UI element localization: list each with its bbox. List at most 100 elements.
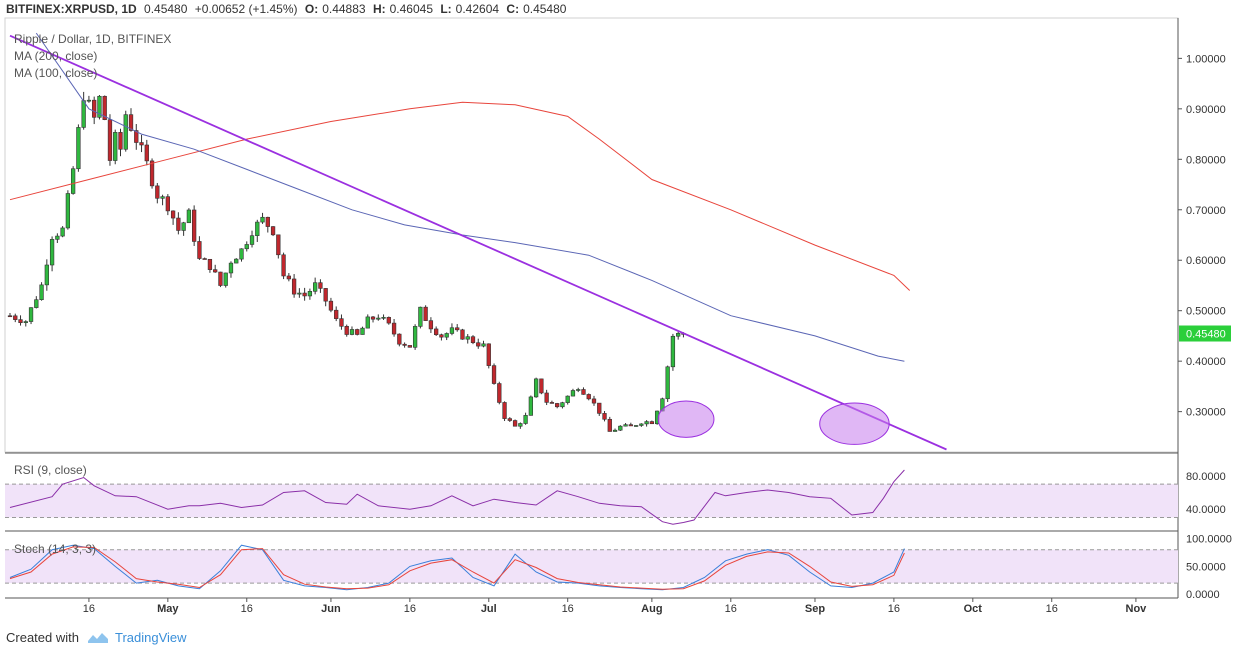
stoch-d-line [9,546,905,590]
candle [528,396,534,416]
candle [170,210,176,219]
last-price-badge [1179,325,1231,342]
candle [223,272,228,286]
open-value: 0.44883 [322,2,366,16]
candle [455,327,460,331]
candle [192,209,197,242]
candle [244,244,249,250]
descending-trendline [9,34,947,451]
highlight-ellipse [819,402,890,445]
candle [507,418,512,421]
x-tick-label: 16 [83,603,95,615]
candle [176,217,181,231]
candle [28,307,34,322]
last-price-label: 0.45480 [1186,329,1226,341]
candle [70,168,76,194]
rsi-line [9,469,905,525]
x-tick-label: 16 [241,603,253,615]
candle [60,227,65,237]
candle [239,248,244,260]
candle [676,333,681,337]
candle [597,402,602,414]
open-label: O: [304,2,319,16]
x-tick-label: Oct [964,603,983,615]
stoch-tick-label: 0.0000 [1186,589,1220,601]
x-tick-label: Jun [321,603,341,615]
candle [581,389,586,395]
candle [612,429,618,432]
stoch-legend[interactable]: Stoch (14, 3, 3) [14,542,97,556]
x-tick-label: 16 [1046,603,1058,615]
y-tick-label: 0.40000 [1186,356,1226,368]
candle [670,335,676,368]
candle [665,366,670,400]
candle [444,333,449,338]
stoch-band [5,549,1178,584]
candle [291,278,297,295]
candle [618,425,623,431]
tradingview-logo-icon [87,632,108,643]
candle [197,241,202,259]
candle [491,365,497,384]
candle [92,99,97,118]
close-label: C: [506,2,520,16]
x-tick-label: May [157,603,179,615]
stoch-tick-label: 50.0000 [1186,561,1226,573]
candle [7,315,13,318]
candle [412,326,418,348]
x-tick-label: Jul [481,603,497,615]
candle [376,317,381,320]
low-value: 0.42604 [455,2,500,16]
candle [344,326,349,335]
candle [318,282,323,289]
candle [386,317,391,324]
candle [328,300,334,311]
candle [607,418,612,432]
candle [539,378,544,394]
candle [502,402,507,419]
y-tick-label: 0.30000 [1186,407,1226,419]
candle [439,334,444,338]
tradingview-brand-link[interactable]: TradingView [114,630,187,645]
candle [465,336,470,340]
candle [323,288,328,302]
candle [397,333,402,345]
x-tick-label: 16 [562,603,574,615]
candle [249,235,255,245]
candle [497,383,502,403]
highlight-ellipse [657,400,715,438]
candle [602,413,607,420]
candle [649,421,655,425]
rsi-tick-label: 80.0000 [1186,471,1226,483]
candle [260,216,265,223]
candle [486,343,491,366]
created-with-text: Created with [6,630,79,645]
ma200-legend[interactable]: MA (200, close) [14,49,98,63]
candle [23,321,28,324]
candle [360,327,365,335]
candle [281,254,286,277]
price-pane [4,17,1179,453]
symbol-name: BITFINEX:XRPUSD, 1D [6,2,137,16]
candle [49,239,55,266]
x-tick-label: Nov [1126,603,1148,615]
stoch-tick-label: 100.0000 [1186,534,1232,546]
candle [644,421,649,425]
stoch-k-line [9,544,905,591]
candle [370,316,376,320]
candle [118,132,123,150]
candle [391,322,397,335]
candle [560,402,565,408]
y-tick-label: 0.60000 [1186,255,1226,267]
candle [481,343,486,347]
candle [339,318,344,327]
candle [523,415,528,424]
ma100-legend[interactable]: MA (100, close) [14,66,98,80]
x-tick-label: Sep [805,603,825,615]
y-tick-label: 0.70000 [1186,205,1226,217]
rsi-legend[interactable]: RSI (9, close) [14,463,87,477]
candle [307,291,313,297]
candle [186,209,192,224]
candle [555,403,560,408]
